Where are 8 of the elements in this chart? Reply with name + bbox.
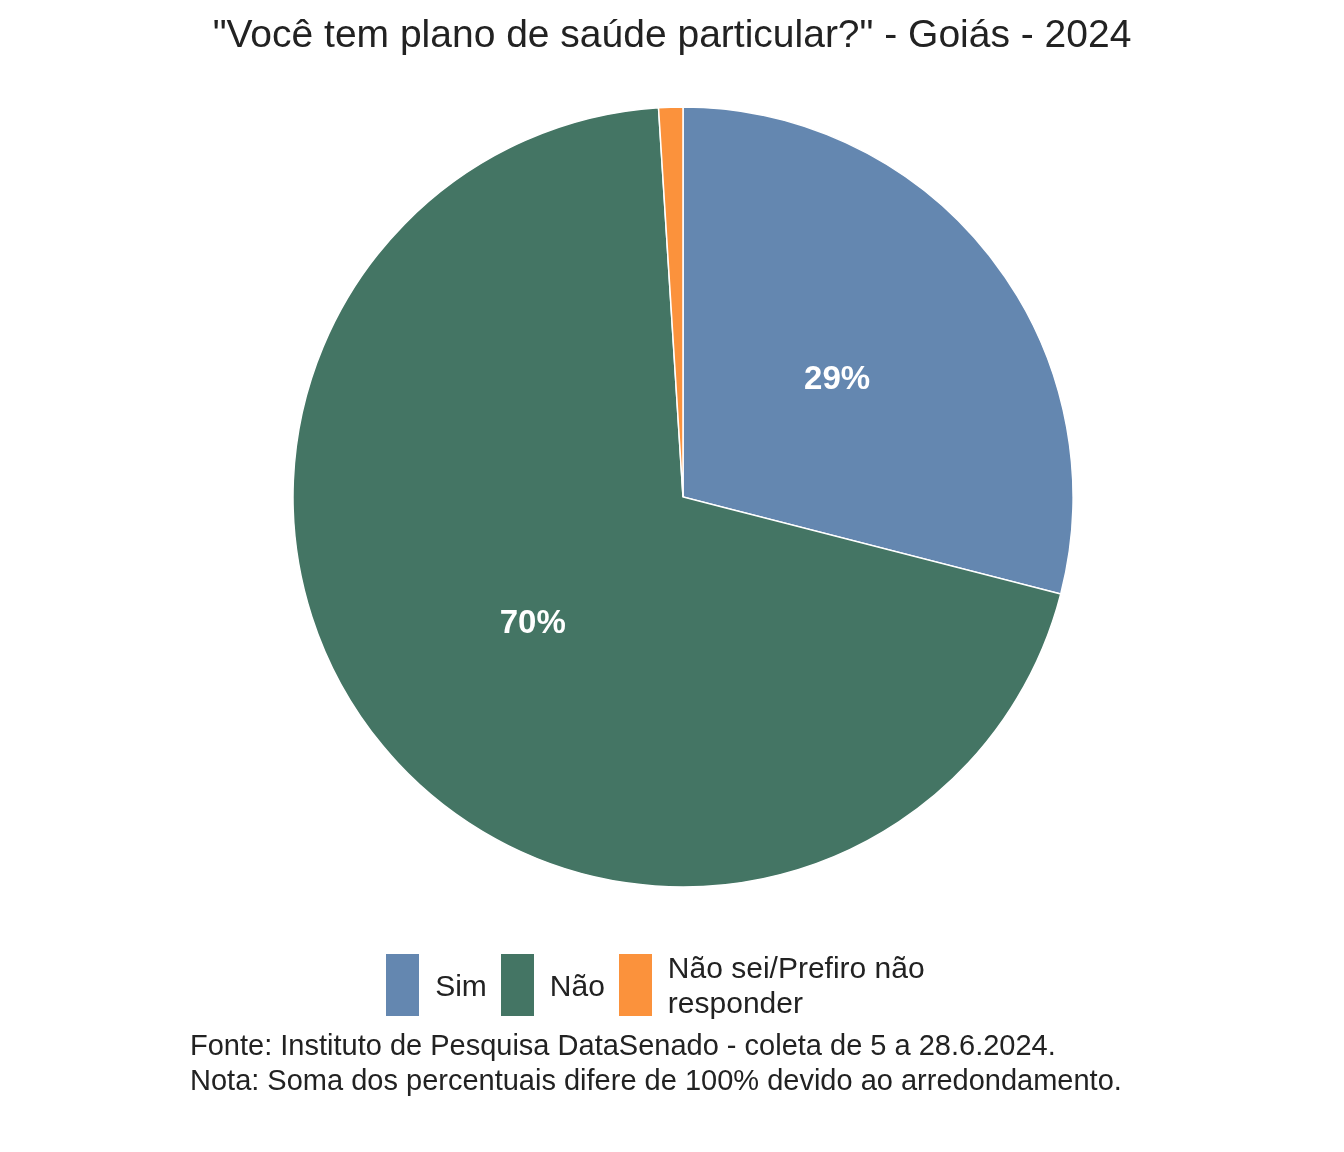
legend-label: Não sei/Prefiro não responder — [667, 950, 926, 1020]
source-note: Fonte: Instituto de Pesquisa DataSenado - coleta de 5 a 28.6.2024. — [190, 1028, 1057, 1063]
data-label: 70% — [499, 602, 566, 640]
text: Nota: Soma dos percentuais difere de 100% devido ao arredondamento. — [190, 1063, 1123, 1098]
legend-label: Sim — [435, 967, 487, 1003]
data-label: 29% — [804, 358, 871, 396]
legend-label: Não — [549, 967, 605, 1003]
chart-title: "Você tem plano de saúde particular?" - Goiás - 2024 — [211, 12, 1133, 57]
